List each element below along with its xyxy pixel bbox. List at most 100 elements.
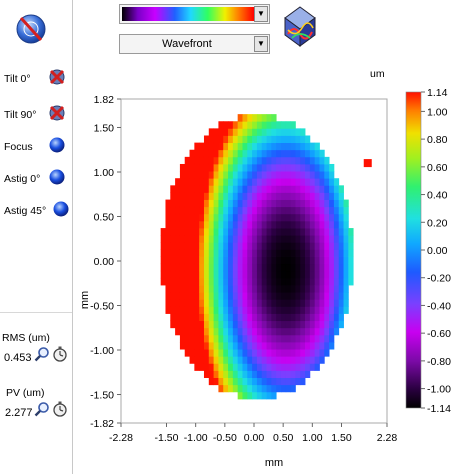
heatmap-cell xyxy=(218,163,224,172)
aberration-target-button[interactable] xyxy=(14,12,48,46)
heatmap-cell xyxy=(247,114,253,122)
heatmap-cell xyxy=(203,327,210,336)
heatmap-cell xyxy=(189,171,195,179)
heatmap-cell xyxy=(343,206,349,215)
heatmap-cell xyxy=(252,114,258,122)
heatmap-cell xyxy=(256,313,263,322)
heatmap-cell xyxy=(228,263,234,272)
term-toggle-button[interactable] xyxy=(52,200,70,218)
heatmap-cell xyxy=(348,242,354,250)
heatmap-cell xyxy=(237,391,243,400)
heatmap-cell xyxy=(319,249,325,257)
heatmap-cell xyxy=(184,349,190,357)
x-axis-ticks: -2.28 -1.50 -1.00 -0.50 0.00 0.50 1.00 1.50 2.28 xyxy=(109,423,397,444)
heatmap-cell xyxy=(329,270,335,279)
heatmap-cell xyxy=(199,163,205,172)
heatmap-cell xyxy=(252,391,258,400)
heatmap-cell xyxy=(329,299,335,307)
heatmap-cell xyxy=(276,178,282,186)
heatmap-cell xyxy=(189,192,195,200)
display-mode-select[interactable]: Wavefront ▼ xyxy=(119,34,270,54)
heatmap-cell xyxy=(266,356,272,364)
heatmap-cell xyxy=(309,313,316,322)
heatmap-cell xyxy=(179,277,186,286)
rms-timer-button[interactable] xyxy=(52,346,68,362)
heatmap-cell xyxy=(338,213,344,222)
heatmap-cell xyxy=(213,292,219,300)
heatmap-cell xyxy=(329,171,335,179)
heatmap-cell xyxy=(333,277,340,286)
heatmap-cell xyxy=(276,377,282,386)
display-mode-value: Wavefront xyxy=(162,38,212,50)
heatmap-cell xyxy=(184,185,190,193)
heatmap-cell xyxy=(261,327,267,336)
heatmap-cell xyxy=(309,263,316,272)
term-toggle-button[interactable] xyxy=(48,136,66,154)
heatmap-cell xyxy=(266,142,272,151)
heatmap-cell xyxy=(290,121,296,129)
heatmap-cell xyxy=(285,349,291,357)
heatmap-cell xyxy=(203,320,210,329)
heatmap-cell xyxy=(348,235,354,243)
heatmap-cell xyxy=(218,384,224,393)
heatmap-cell xyxy=(223,235,229,243)
heatmap-cell xyxy=(213,270,219,279)
heatmap-cell xyxy=(280,242,287,250)
heatmap-cell xyxy=(343,270,349,279)
heatmap-cell xyxy=(285,192,291,200)
heatmap-cell xyxy=(237,270,243,279)
colormap-select[interactable]: ▼ xyxy=(119,4,270,24)
term-toggle-button[interactable] xyxy=(48,68,66,86)
heatmap-cell xyxy=(194,256,200,265)
heatmap-cell xyxy=(329,327,335,336)
pv-timer-button[interactable] xyxy=(52,401,68,417)
heatmap-cell xyxy=(261,220,267,229)
heatmap-cell xyxy=(276,320,282,329)
heatmap-cell xyxy=(343,213,349,222)
chevron-down-icon[interactable]: ▼ xyxy=(254,6,268,22)
heatmap-cell xyxy=(194,306,200,314)
chevron-down-icon[interactable]: ▼ xyxy=(254,36,268,52)
heatmap-cell xyxy=(295,327,301,336)
heatmap-cell xyxy=(165,242,171,250)
heatmap-cell xyxy=(189,242,195,250)
heatmap-cell xyxy=(343,292,349,300)
heatmap-cell xyxy=(175,256,181,265)
heatmap-cell xyxy=(300,285,306,293)
heatmap-cell xyxy=(179,285,186,293)
heatmap-cell xyxy=(223,220,229,229)
heatmap-cell xyxy=(175,270,181,279)
3d-view-button[interactable] xyxy=(282,4,318,50)
heatmap-cell xyxy=(276,277,282,286)
heatmap-cell xyxy=(348,256,354,265)
term-toggle-button[interactable] xyxy=(48,168,66,186)
pv-search-button[interactable] xyxy=(34,401,50,417)
heatmap-cell xyxy=(280,228,287,236)
heatmap-cell xyxy=(203,163,210,172)
heatmap-cell xyxy=(300,220,306,229)
heatmap-cell xyxy=(208,299,214,307)
heatmap-cell xyxy=(165,292,171,300)
heatmap-cell xyxy=(179,178,186,186)
heatmap-cell xyxy=(305,206,311,215)
heatmap-cell xyxy=(247,263,253,272)
heatmap-cell xyxy=(309,142,316,151)
heatmap-cell xyxy=(305,220,311,229)
rms-search-button[interactable] xyxy=(34,346,50,362)
heatmap-cell xyxy=(223,299,229,307)
colorbar-tick-label: -1.14 xyxy=(427,403,451,415)
heatmap-cell xyxy=(271,171,277,179)
heatmap-cell xyxy=(218,235,224,243)
heatmap-cell xyxy=(203,342,210,350)
heatmap-cell xyxy=(242,370,248,378)
heatmap-cell xyxy=(247,171,253,179)
heatmap-cell xyxy=(266,199,272,208)
heatmap-cell xyxy=(194,320,200,329)
heatmap-cell xyxy=(179,263,186,272)
heatmap-cell xyxy=(343,306,349,314)
heatmap-cell xyxy=(184,327,190,336)
heatmap-cell xyxy=(271,220,277,229)
heatmap-cell xyxy=(237,213,243,222)
heatmap-cell xyxy=(276,171,282,179)
term-toggle-button[interactable] xyxy=(48,104,66,122)
